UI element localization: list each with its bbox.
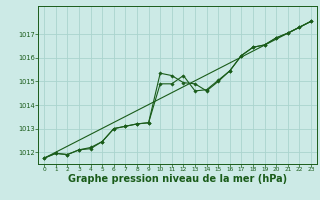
X-axis label: Graphe pression niveau de la mer (hPa): Graphe pression niveau de la mer (hPa) [68, 174, 287, 184]
